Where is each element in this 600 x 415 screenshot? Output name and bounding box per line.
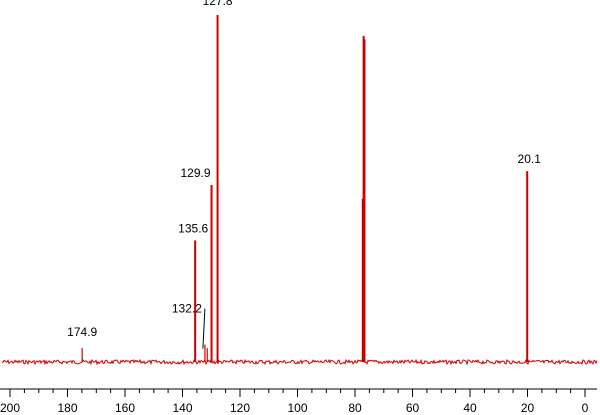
x-tick-label: 60 — [406, 401, 420, 415]
x-tick-label: 40 — [463, 401, 477, 415]
peak-label-0: 174.9 — [67, 325, 97, 339]
x-tick-label: 140 — [172, 401, 192, 415]
x-axis: 200 180 160 140 120 100 80 60 40 20 0 — [0, 388, 597, 415]
x-tick-label: 0 — [582, 401, 589, 415]
peak-label-9: 20.1 — [518, 152, 542, 166]
x-tick-label: 100 — [287, 401, 307, 415]
peak-label-1: 135.6 — [178, 222, 208, 236]
x-tick-label: 200 — [0, 401, 20, 415]
peak-leader-line — [202, 308, 206, 349]
x-tick-label: 160 — [115, 401, 135, 415]
x-tick-label: 180 — [57, 401, 77, 415]
x-tick-label: 80 — [348, 401, 362, 415]
baseline-layer — [1, 358, 598, 366]
peak-label-2: 132.2 — [172, 302, 202, 316]
peak-label-4: 129.9 — [180, 166, 210, 180]
peak-labels: 174.9 135.6 132.2 129.9 127.8 20.1 — [67, 0, 541, 349]
baseline-noise — [1, 358, 598, 366]
peaks-layer — [81, 15, 529, 362]
x-tick-label: 20 — [521, 401, 535, 415]
x-tick-label: 120 — [230, 401, 250, 415]
peak-label-5: 127.8 — [203, 0, 233, 8]
